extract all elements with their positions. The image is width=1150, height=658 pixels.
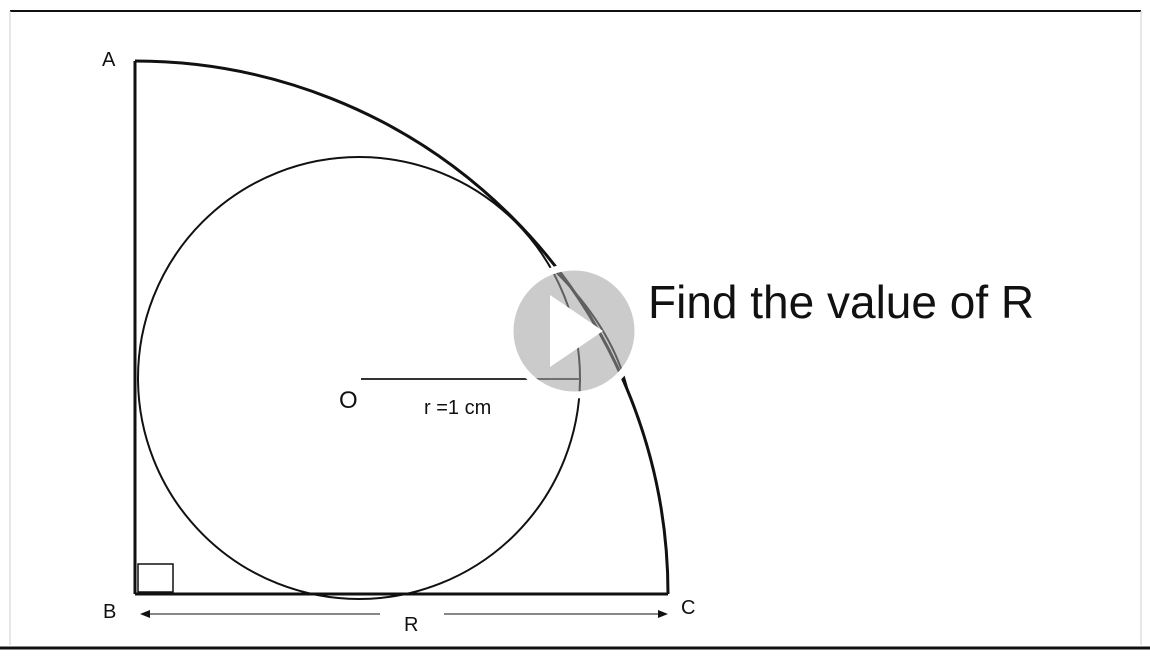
play-button[interactable] <box>506 263 642 399</box>
question-text: Find the value of R <box>648 276 1034 328</box>
arrow-head-left <box>140 610 150 618</box>
radius-label: r =1 cm <box>424 397 491 419</box>
play-icon[interactable] <box>550 295 603 367</box>
point-label-c: C <box>681 597 695 619</box>
point-label-b: B <box>103 601 116 623</box>
dimension-label-r: R <box>404 614 418 636</box>
right-angle-marker <box>137 563 174 593</box>
arrow-head-right <box>658 610 668 618</box>
point-label-o: O <box>339 387 358 414</box>
point-label-a: A <box>102 49 116 71</box>
